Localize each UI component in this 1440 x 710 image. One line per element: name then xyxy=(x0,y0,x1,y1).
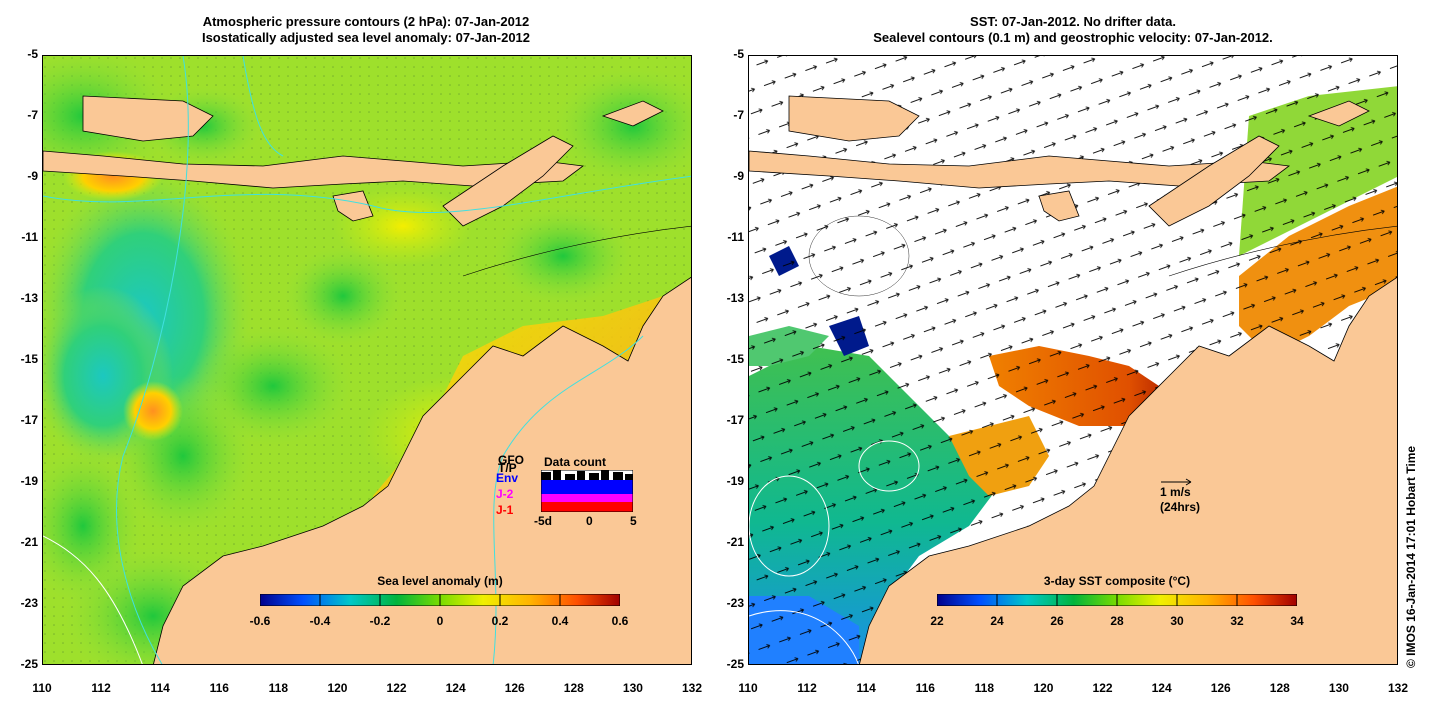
left-y-tick: -17 xyxy=(20,413,38,427)
left-y-tick: -9 xyxy=(27,169,38,183)
left-title-line1: Atmospheric pressure contours (2 hPa): 0… xyxy=(202,14,530,29)
right-y-tick: -13 xyxy=(726,291,744,305)
scale-arrow-sublabel: (24hrs) xyxy=(1160,500,1201,514)
left-y-tick: -7 xyxy=(27,108,38,122)
legend-tp: T/P xyxy=(498,461,517,475)
left-y-tick: -15 xyxy=(20,352,38,366)
right-map-panel xyxy=(748,55,1398,665)
credit-text: © IMOS 16-Jan-2014 17:01 Hobart Time xyxy=(1404,445,1418,668)
left-cb-tick: 0.6 xyxy=(611,614,629,628)
right-cb-tick: 24 xyxy=(990,614,1004,628)
left-map-panel xyxy=(42,55,692,665)
right-x-tick: 132 xyxy=(1387,681,1409,695)
legend-j2: J-2 xyxy=(496,487,514,501)
left-x-tick: 130 xyxy=(622,681,643,695)
left-x-tick: 116 xyxy=(209,681,229,695)
left-x-tick: 120 xyxy=(327,681,348,695)
left-cb-tick: -0.4 xyxy=(309,614,331,628)
right-cb-tick: 34 xyxy=(1290,614,1304,628)
left-y-tick: -13 xyxy=(20,291,38,305)
left-y-tick: -19 xyxy=(20,474,38,488)
left-cb-tick: -0.2 xyxy=(369,614,391,628)
right-cb-tick: 32 xyxy=(1230,614,1244,628)
right-x-tick: 118 xyxy=(974,681,995,695)
right-x-tick: 120 xyxy=(1033,681,1054,695)
left-x-tick: 124 xyxy=(445,681,466,695)
left-y-tick: -23 xyxy=(20,596,38,610)
right-x-tick: 114 xyxy=(856,681,876,695)
left-x-tick: 122 xyxy=(386,681,407,695)
left-x-tick: 118 xyxy=(268,681,289,695)
left-x-tick: 128 xyxy=(563,681,584,695)
left-x-tick: 126 xyxy=(504,681,525,695)
right-y-tick: -7 xyxy=(733,108,744,122)
left-x-tick: 132 xyxy=(681,681,703,695)
data-count-title: Data count xyxy=(544,455,607,469)
left-x-tick: 110 xyxy=(32,681,52,695)
left-colorbar xyxy=(260,594,620,606)
right-x-tick: 122 xyxy=(1092,681,1113,695)
right-title: SST: 07-Jan-2012. No drifter data. Seale… xyxy=(748,14,1398,46)
data-count-histogram xyxy=(541,470,633,512)
right-y-tick: -23 xyxy=(726,596,744,610)
left-y-tick: -25 xyxy=(20,657,38,671)
right-x-tick: 112 xyxy=(797,681,817,695)
right-y-tick: -21 xyxy=(726,535,744,549)
right-x-tick: 128 xyxy=(1269,681,1290,695)
right-y-tick: -25 xyxy=(726,657,744,671)
legend-gfo: GFO xyxy=(498,453,524,467)
right-x-tick: 110 xyxy=(738,681,758,695)
legend-j1: J-1 xyxy=(496,503,514,517)
right-x-tick: 124 xyxy=(1151,681,1172,695)
dc-xtick: 5 xyxy=(630,514,637,528)
right-y-tick: -17 xyxy=(726,413,744,427)
left-x-tick: 114 xyxy=(150,681,170,695)
right-title-line2: Sealevel contours (0.1 m) and geostrophi… xyxy=(873,30,1273,45)
left-colorbar-title: Sea level anomaly (m) xyxy=(377,574,503,588)
right-cb-tick: 26 xyxy=(1050,614,1064,628)
right-title-line1: SST: 07-Jan-2012. No drifter data. xyxy=(970,14,1176,29)
left-cb-tick: -0.6 xyxy=(249,614,271,628)
right-colorbar-title: 3-day SST composite (°C) xyxy=(1043,574,1191,588)
right-y-tick: -15 xyxy=(726,352,744,366)
right-colorbar xyxy=(937,594,1297,606)
right-x-tick: 126 xyxy=(1210,681,1231,695)
right-y-tick: -11 xyxy=(727,230,744,244)
right-y-tick: -9 xyxy=(733,169,744,183)
right-cb-tick: 22 xyxy=(930,614,944,628)
left-cb-tick: 0.2 xyxy=(491,614,509,628)
left-y-tick: -11 xyxy=(21,230,38,244)
sst-velocity-map xyxy=(749,56,1397,664)
dc-xtick: -5d xyxy=(534,514,552,528)
legend-env: Env xyxy=(496,471,519,485)
right-y-tick: -5 xyxy=(733,47,744,61)
right-x-tick: 130 xyxy=(1328,681,1349,695)
scale-arrow-label: 1 m/s xyxy=(1160,485,1191,499)
left-x-tick: 112 xyxy=(91,681,111,695)
right-y-tick: -19 xyxy=(726,474,744,488)
sea-level-anomaly-map xyxy=(43,56,691,664)
right-cb-tick: 28 xyxy=(1110,614,1124,628)
left-title-line2: Isostatically adjusted sea level anomaly… xyxy=(201,30,531,45)
dc-xtick: 0 xyxy=(586,514,593,528)
left-cb-tick: 0.4 xyxy=(551,614,569,628)
left-y-tick: -21 xyxy=(20,535,38,549)
left-title: Atmospheric pressure contours (2 hPa): 0… xyxy=(40,14,692,46)
left-y-tick: -5 xyxy=(27,47,38,61)
right-cb-tick: 30 xyxy=(1170,614,1184,628)
right-x-tick: 116 xyxy=(915,681,935,695)
left-cb-tick: 0 xyxy=(436,614,444,628)
